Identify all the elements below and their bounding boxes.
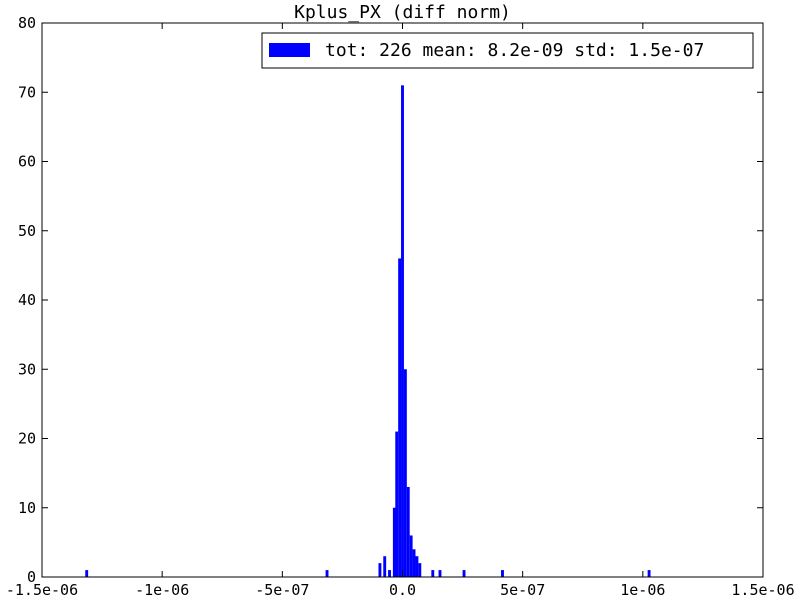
legend-box bbox=[261, 32, 754, 69]
histogram-bar bbox=[401, 85, 404, 577]
x-tick-label: -5e-07 bbox=[255, 581, 309, 599]
plot-frame bbox=[41, 22, 764, 578]
ticks-layer: -1.5e-06 -1e-06 -5e-07 0.0 5e-07 1e-06 1.5e-06… bbox=[6, 14, 795, 599]
y-tick-label: 80 bbox=[18, 14, 36, 32]
histogram-bar bbox=[383, 556, 387, 577]
y-tick-label: 70 bbox=[18, 83, 36, 101]
y-tick-label: 30 bbox=[18, 360, 36, 378]
histogram-bar bbox=[85, 570, 89, 577]
y-tick-label: 60 bbox=[18, 153, 36, 171]
histogram-bar bbox=[392, 507, 396, 577]
histogram-bar bbox=[388, 570, 391, 577]
legend-label: tot: 226 mean: 8.2e-09 std: 1.5e-07 bbox=[325, 40, 704, 61]
histogram-bar bbox=[406, 486, 410, 577]
histogram-bar bbox=[418, 563, 422, 577]
histogram-bar bbox=[431, 570, 435, 577]
histogram-bar bbox=[398, 258, 402, 577]
x-tick-label: 5e-07 bbox=[500, 581, 545, 599]
legend: tot: 226 mean: 8.2e-09 std: 1.5e-07 bbox=[261, 32, 754, 69]
histogram-bar bbox=[647, 570, 651, 577]
histogram-bar bbox=[501, 570, 504, 577]
chart-title: Kplus_PX (diff norm) bbox=[294, 2, 511, 23]
histogram-bar bbox=[462, 570, 466, 577]
histogram-bar bbox=[395, 431, 399, 577]
y-tick-label: 50 bbox=[18, 222, 36, 240]
histogram-bar bbox=[403, 369, 407, 577]
x-tick-label: 1e-06 bbox=[620, 581, 665, 599]
x-tick-label: -1.5e-06 bbox=[6, 581, 78, 599]
y-tick-label: 20 bbox=[18, 430, 36, 448]
x-tick-label: 0.0 bbox=[389, 581, 416, 599]
histogram-bar bbox=[409, 535, 413, 577]
y-tick-label: 40 bbox=[18, 291, 36, 309]
y-tick-label: 10 bbox=[18, 499, 36, 517]
legend-swatch bbox=[269, 43, 310, 57]
y-tick-label: 0 bbox=[27, 568, 36, 586]
x-tick-label: -1e-06 bbox=[135, 581, 189, 599]
histogram-bar bbox=[412, 549, 416, 577]
histogram-bar bbox=[415, 556, 419, 577]
histogram-bar bbox=[438, 570, 442, 577]
histogram-bar bbox=[325, 570, 329, 577]
bars-layer bbox=[85, 85, 651, 577]
histogram-bar bbox=[378, 563, 382, 577]
x-tick-label: 1.5e-06 bbox=[731, 581, 794, 599]
